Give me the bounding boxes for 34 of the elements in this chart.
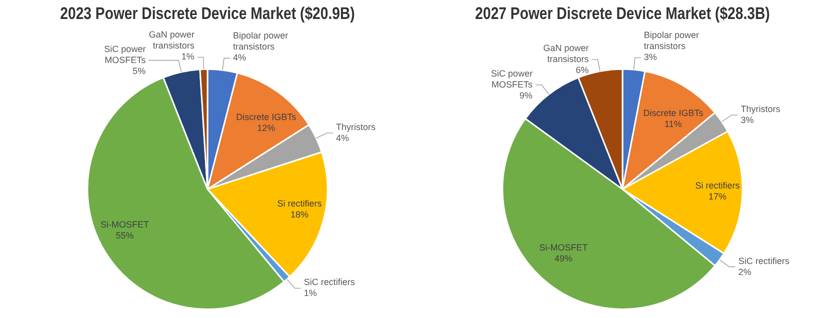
slice-label: SiC power MOSFETs [491,68,534,90]
slice-label: Discrete IGBTs [643,108,704,118]
data-label: 11% [664,118,682,129]
data-label: 55% [116,230,134,241]
slice-label: Thyristors [740,104,781,114]
data-label: 17% [708,192,726,202]
data-label: 1% [304,288,317,298]
data-label: 12% [257,123,276,134]
data-label: 6% [576,64,589,75]
chart-title: 2023 Power Discrete Device Market ($20.9B) [60,4,355,24]
slice-label: Si-MOSFET [539,242,588,253]
data-label: 4% [233,52,246,63]
data-label: 3% [740,114,754,125]
data-label: 49% [554,254,573,264]
data-label: 3% [644,52,657,62]
slice-label: SiC rectifiers [738,256,790,266]
data-label: 5% [132,66,146,76]
slice-label: Bipolar power transistors [233,30,288,52]
slice-label: GaN power transistors [543,42,590,64]
data-label: 4% [336,132,349,143]
slice-label: Si-MOSFET [100,220,150,230]
data-label: 18% [290,209,309,220]
slice-label: Si rectifiers [695,180,740,191]
slice-label: Si rectifiers [277,198,322,208]
slice-label: SiC rectifiers [304,277,356,288]
slice-label: GaN power transistors [148,30,195,51]
chart-title: 2027 Power Discrete Device Market ($28.3B) [475,4,770,24]
slice-label: Discrete IGBTs [236,112,297,122]
slice-label: SiC power MOSFETs [104,44,146,65]
data-label: 1% [181,52,194,62]
slice-label: Thyristors [336,122,376,132]
data-label: 9% [520,90,533,100]
slice-label: Bipolar power transistors [644,30,699,52]
data-label: 2% [738,266,752,277]
